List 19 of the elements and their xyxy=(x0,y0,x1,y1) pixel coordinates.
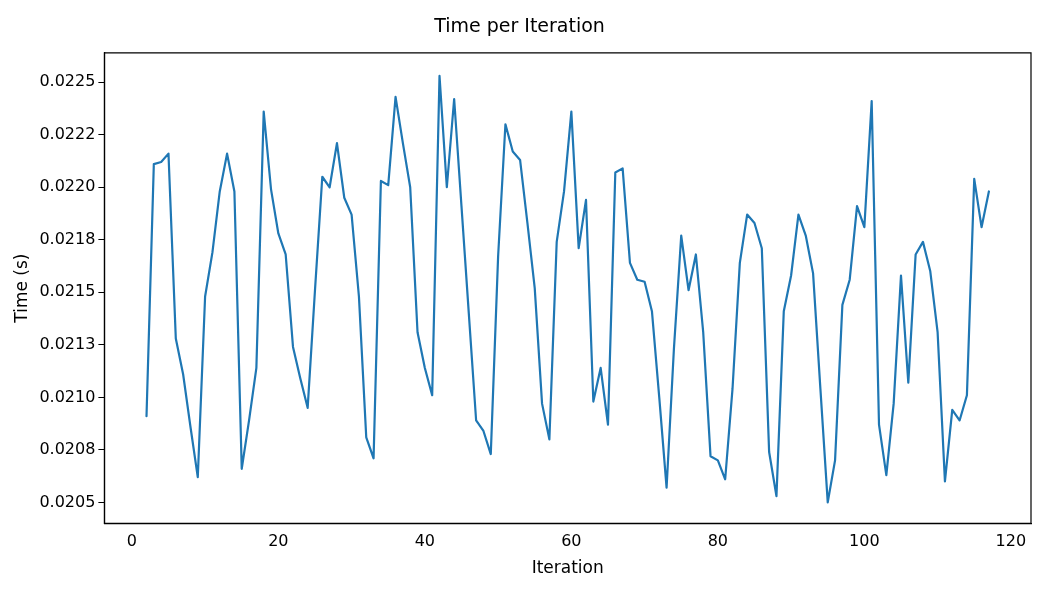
x-tick-label: 120 xyxy=(995,531,1027,551)
x-tick-label: 100 xyxy=(849,531,880,551)
y-tick-label: 0.0220 xyxy=(39,176,96,196)
y-tick-label: 0.0225 xyxy=(39,71,96,91)
y-tick-label: 0.0222 xyxy=(39,123,96,143)
y-tick-label: 0.0213 xyxy=(39,333,96,353)
y-axis-title: Time (s) xyxy=(10,253,31,324)
x-tick-label: 80 xyxy=(707,531,729,551)
x-tick-label: 60 xyxy=(561,531,582,551)
y-tick-label: 0.0208 xyxy=(39,439,96,459)
x-axis-title: Iteration xyxy=(531,557,604,578)
x-tick-label: 0 xyxy=(126,531,137,551)
y-tick-label: 0.0210 xyxy=(39,386,96,406)
x-tick-label: 40 xyxy=(414,531,436,551)
y-tick-label: 0.0218 xyxy=(39,228,96,248)
x-tick-label: 20 xyxy=(268,531,289,551)
chart-title: Time per Iteration xyxy=(433,14,605,37)
y-tick-label: 0.0215 xyxy=(39,281,96,301)
y-tick-label: 0.0205 xyxy=(39,491,96,511)
